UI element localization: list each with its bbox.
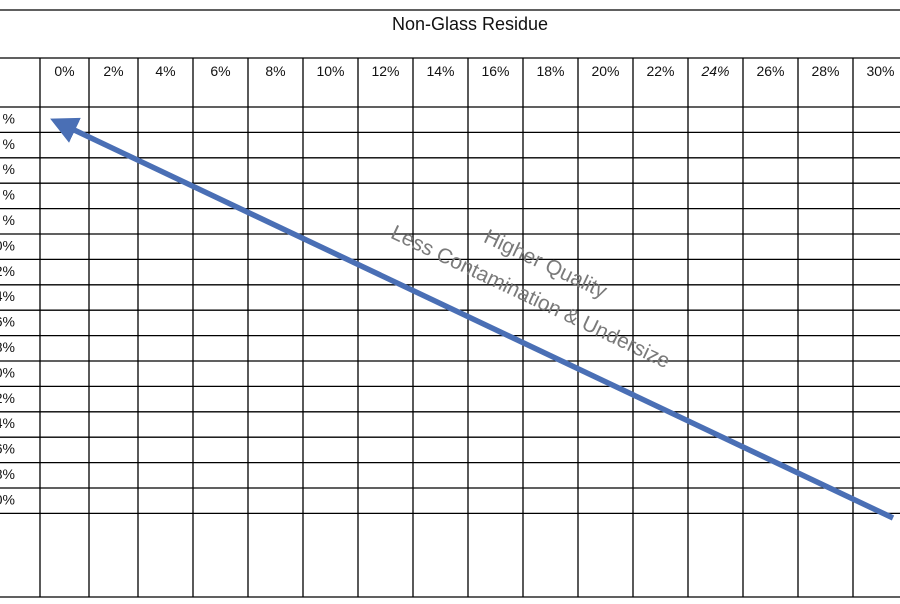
column-header: 22% (646, 63, 674, 79)
title: Non-Glass Residue (392, 14, 548, 34)
row-header: 8% (0, 466, 15, 482)
column-header: 12% (371, 63, 399, 79)
column-header: 28% (811, 63, 839, 79)
row-header: 0% (0, 491, 15, 507)
column-header: 20% (591, 63, 619, 79)
column-header: 14% (426, 63, 454, 79)
row-header: % (3, 212, 15, 228)
row-header: % (3, 161, 15, 177)
row-header: 0% (0, 237, 15, 253)
column-header: 24% (700, 63, 729, 79)
row-header: % (3, 136, 15, 152)
column-header: 26% (756, 63, 784, 79)
row-header: % (3, 110, 15, 126)
row-header: 4% (0, 288, 15, 304)
row-header: 6% (0, 441, 15, 457)
column-header: 4% (155, 63, 175, 79)
row-header: 4% (0, 415, 15, 431)
column-header: 10% (316, 63, 344, 79)
column-header: 6% (210, 63, 230, 79)
column-header: 18% (536, 63, 564, 79)
row-header: 8% (0, 339, 15, 355)
column-header: 16% (481, 63, 509, 79)
row-header: 2% (0, 390, 15, 406)
column-header: 0% (54, 63, 74, 79)
column-header: 2% (103, 63, 123, 79)
column-header: 30% (866, 63, 894, 79)
quality-arrow (50, 117, 895, 521)
row-header: 2% (0, 263, 15, 279)
column-header: 8% (265, 63, 285, 79)
row-header: % (3, 187, 15, 203)
row-header: 0% (0, 364, 15, 380)
row-header: 6% (0, 314, 15, 330)
